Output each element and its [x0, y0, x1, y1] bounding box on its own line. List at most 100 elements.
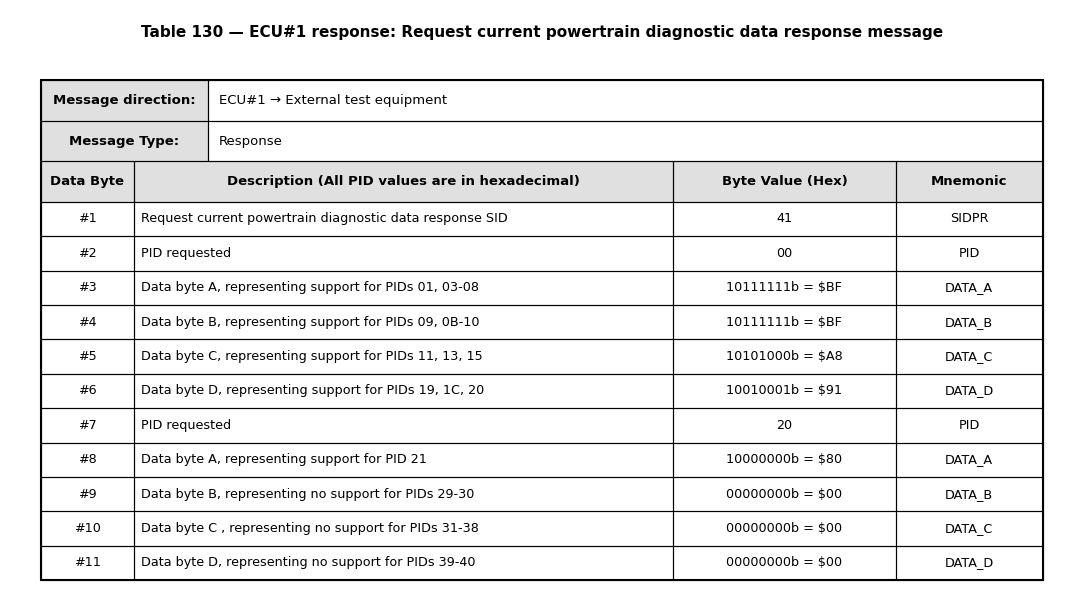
Text: 10101000b = $A8: 10101000b = $A8 [726, 350, 842, 363]
Bar [41, 443, 134, 477]
Text: DATA_C: DATA_C [945, 350, 994, 363]
Bar [134, 271, 673, 305]
Text: DATA_A: DATA_A [945, 281, 994, 294]
Bar [41, 546, 134, 580]
Text: DATA_D: DATA_D [944, 384, 994, 397]
Text: Data byte B, representing no support for PIDs 29-30: Data byte B, representing no support for… [142, 488, 475, 500]
Text: 10111111b = $BF: 10111111b = $BF [726, 315, 842, 328]
Bar [134, 202, 673, 236]
Bar [41, 161, 134, 202]
Text: Description (All PID values are in hexadecimal): Description (All PID values are in hexad… [227, 175, 580, 188]
Text: Data byte D, representing no support for PIDs 39-40: Data byte D, representing no support for… [142, 556, 476, 569]
Bar [896, 236, 1043, 271]
Bar [41, 271, 134, 305]
Bar [896, 477, 1043, 511]
Text: Data byte D, representing support for PIDs 19, 1C, 20: Data byte D, representing support for PI… [142, 384, 485, 397]
Bar [41, 339, 134, 374]
Bar [896, 408, 1043, 443]
Bar [673, 271, 896, 305]
Text: #4: #4 [78, 315, 97, 328]
Text: #7: #7 [78, 419, 97, 432]
Bar [41, 511, 134, 546]
Bar [896, 546, 1043, 580]
Bar [673, 339, 896, 374]
Bar [134, 546, 673, 580]
Bar [41, 80, 208, 121]
Bar [673, 511, 896, 546]
Bar [896, 374, 1043, 408]
Bar [896, 271, 1043, 305]
Text: #11: #11 [74, 556, 101, 569]
Text: PID requested: PID requested [142, 419, 232, 432]
Bar [673, 161, 896, 202]
Text: 20: 20 [777, 419, 793, 432]
Text: Message Type:: Message Type: [70, 134, 179, 148]
Bar [896, 161, 1043, 202]
Text: Data byte C, representing support for PIDs 11, 13, 15: Data byte C, representing support for PI… [142, 350, 483, 363]
Text: Response: Response [219, 134, 283, 148]
Text: SIDPR: SIDPR [950, 212, 988, 226]
Bar [41, 202, 134, 236]
Text: Data byte A, representing support for PIDs 01, 03-08: Data byte A, representing support for PI… [142, 281, 480, 294]
Bar [41, 121, 208, 161]
Text: PID: PID [958, 419, 980, 432]
Text: Data byte A, representing support for PID 21: Data byte A, representing support for PI… [142, 453, 427, 466]
Bar [41, 408, 134, 443]
Bar [134, 511, 673, 546]
Bar [134, 305, 673, 339]
Bar [134, 477, 673, 511]
Bar [134, 374, 673, 408]
Bar [896, 511, 1043, 546]
Bar [673, 202, 896, 236]
Bar [208, 121, 1043, 161]
Bar [41, 80, 208, 121]
Text: 00000000b = $00: 00000000b = $00 [726, 522, 842, 535]
Text: #6: #6 [78, 384, 97, 397]
Text: PID requested: PID requested [142, 247, 232, 260]
Bar [41, 161, 134, 202]
Text: 10010001b = $91: 10010001b = $91 [726, 384, 842, 397]
Text: 10111111b = $BF: 10111111b = $BF [726, 281, 842, 294]
Text: Data byte B, representing support for PIDs 09, 0B-10: Data byte B, representing support for PI… [142, 315, 480, 328]
Bar [673, 546, 896, 580]
Text: Data Byte: Data Byte [50, 175, 124, 188]
Text: DATA_D: DATA_D [944, 556, 994, 569]
Bar [208, 80, 1043, 121]
Bar [41, 374, 134, 408]
Text: DATA_A: DATA_A [945, 453, 994, 466]
Text: 00000000b = $00: 00000000b = $00 [726, 556, 842, 569]
Bar [41, 305, 134, 339]
Text: 00: 00 [776, 247, 793, 260]
Text: Mnemonic: Mnemonic [931, 175, 1008, 188]
Bar [896, 202, 1043, 236]
Bar [41, 477, 134, 511]
Bar [673, 443, 896, 477]
Text: ECU#1 → External test equipment: ECU#1 → External test equipment [219, 94, 447, 107]
Text: Byte Value (Hex): Byte Value (Hex) [721, 175, 848, 188]
Bar [896, 443, 1043, 477]
Text: #2: #2 [78, 247, 97, 260]
Text: DATA_B: DATA_B [945, 488, 994, 500]
Bar [673, 305, 896, 339]
Text: 10000000b = $80: 10000000b = $80 [726, 453, 842, 466]
Text: #8: #8 [78, 453, 97, 466]
Text: DATA_C: DATA_C [945, 522, 994, 535]
Text: Request current powertrain diagnostic data response SID: Request current powertrain diagnostic da… [142, 212, 509, 226]
Text: #1: #1 [78, 212, 97, 226]
Bar [673, 477, 896, 511]
Text: 00000000b = $00: 00000000b = $00 [726, 488, 842, 500]
Text: #9: #9 [78, 488, 97, 500]
Text: Data byte C , representing no support for PIDs 31-38: Data byte C , representing no support fo… [142, 522, 480, 535]
Text: DATA_B: DATA_B [945, 315, 994, 328]
Bar [134, 339, 673, 374]
Bar [673, 374, 896, 408]
Bar [673, 408, 896, 443]
Bar [896, 339, 1043, 374]
Text: Message direction:: Message direction: [54, 94, 195, 107]
Bar [673, 236, 896, 271]
Bar [134, 443, 673, 477]
Text: 41: 41 [777, 212, 793, 226]
Bar [134, 236, 673, 271]
Text: PID: PID [958, 247, 980, 260]
Bar [134, 161, 673, 202]
